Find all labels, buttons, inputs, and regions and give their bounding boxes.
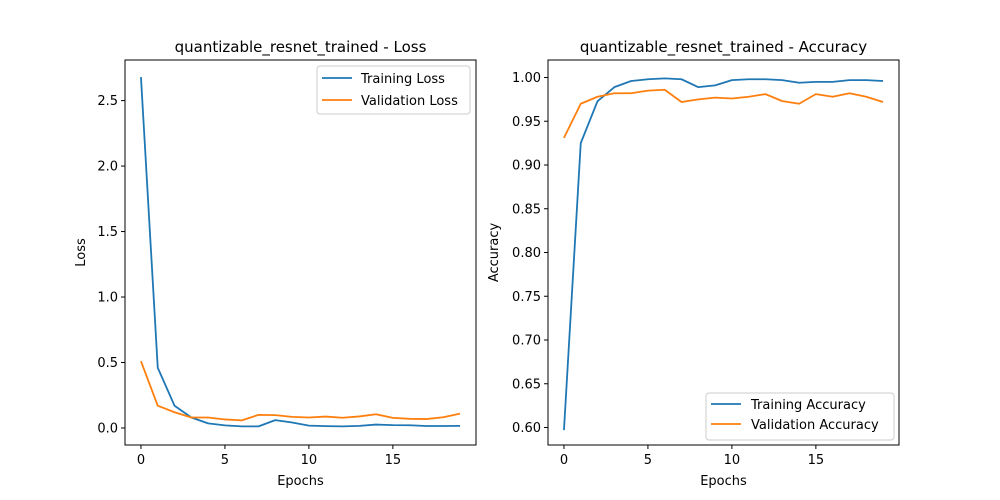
loss-x-tick-label: 5 (221, 453, 229, 468)
loss-panel: quantizable_resnet_trained - Loss Epochs… (74, 38, 477, 489)
loss-y-tick-label: 0.5 (97, 356, 118, 371)
accuracy-legend-label-validation: Validation Accuracy (751, 418, 879, 433)
loss-lines (140, 76, 461, 428)
loss-legend-label-training: Training Loss (360, 72, 445, 87)
accuracy-y-tick-label: 0.90 (512, 159, 541, 174)
accuracy-x-tick-label: 10 (724, 453, 741, 468)
accuracy-y-tick-label: 0.60 (512, 421, 541, 436)
accuracy-y-tick-label: 0.65 (512, 377, 541, 392)
accuracy-series-line-training (563, 77, 884, 431)
accuracy-y-tick-label: 0.80 (512, 246, 541, 261)
loss-ticks: 0 5 10 15 0.0 0.5 1.0 1.5 2.0 2.5 (97, 94, 401, 468)
loss-plot-frame (124, 59, 477, 446)
loss-x-tick-label: 10 (301, 453, 318, 468)
loss-x-tick-label: 0 (137, 453, 145, 468)
accuracy-y-axis-label: Accuracy (487, 223, 502, 283)
loss-x-axis-label: Epochs (277, 474, 324, 489)
accuracy-chart-title: quantizable_resnet_trained - Accuracy (580, 38, 867, 57)
accuracy-legend: Training Accuracy Validation Accuracy (705, 392, 895, 441)
loss-y-tick-label: 2.5 (97, 94, 118, 109)
loss-y-tick-label: 1.0 (97, 291, 118, 306)
accuracy-x-tick-label: 15 (808, 453, 825, 468)
loss-series-line-training (140, 76, 461, 428)
loss-x-tick-label: 15 (385, 453, 402, 468)
accuracy-lines (563, 77, 884, 431)
accuracy-y-tick-label: 1.00 (512, 71, 541, 86)
accuracy-y-tick-label: 0.85 (512, 202, 541, 217)
accuracy-plot-frame (547, 59, 900, 446)
loss-legend-box (316, 65, 471, 115)
accuracy-x-tick-label: 5 (644, 453, 652, 468)
accuracy-ticks: 0 5 10 15 0.60 0.65 0.70 0.75 0.80 0.85 0.90 0.95 1.… (512, 71, 824, 468)
loss-series-line-validation (140, 360, 461, 422)
loss-legend: Training Loss Validation Loss (316, 65, 471, 115)
loss-chart-title: quantizable_resnet_trained - Loss (175, 38, 427, 57)
accuracy-legend-box (705, 392, 895, 441)
accuracy-y-tick-label: 0.70 (512, 334, 541, 349)
accuracy-legend-label-training: Training Accuracy (750, 398, 866, 413)
accuracy-y-tick-label: 0.75 (512, 290, 541, 305)
accuracy-panel: quantizable_resnet_trained - Accuracy Ep… (487, 38, 900, 489)
accuracy-x-axis-label: Epochs (700, 474, 747, 489)
accuracy-x-tick-label: 0 (560, 453, 568, 468)
loss-y-tick-label: 1.5 (97, 225, 118, 240)
accuracy-y-tick-label: 0.95 (512, 115, 541, 130)
loss-legend-label-validation: Validation Loss (361, 94, 458, 109)
accuracy-series-line-validation (563, 88, 884, 139)
loss-y-axis-label: Loss (74, 238, 89, 267)
loss-y-tick-label: 0.0 (97, 421, 118, 436)
loss-y-tick-label: 2.0 (97, 160, 118, 175)
